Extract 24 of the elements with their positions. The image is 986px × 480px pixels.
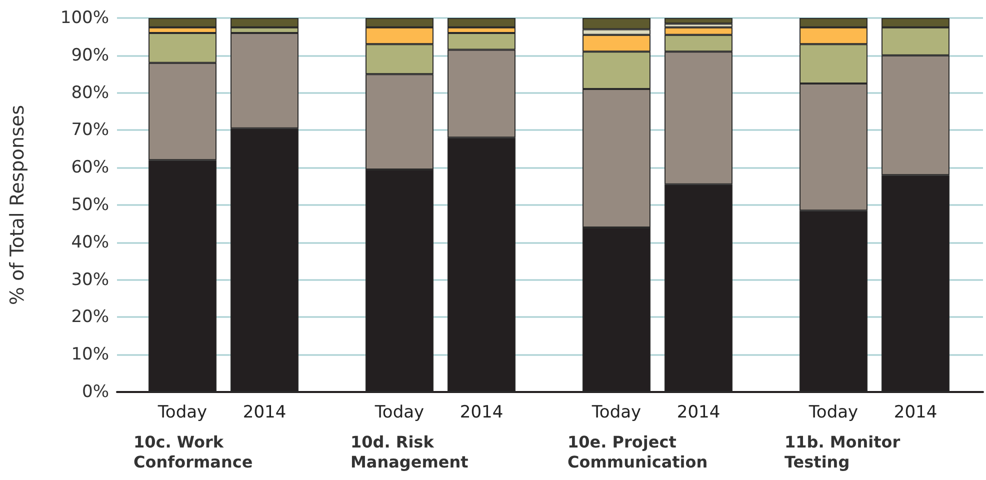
x-tick-label: Today — [156, 402, 208, 422]
y-tick-label: 80% — [71, 82, 109, 103]
y-tick-label: 90% — [71, 45, 109, 66]
x-tick-label: 2014 — [676, 402, 720, 422]
y-tick-label: 60% — [71, 158, 109, 178]
x-tick-label: Today — [808, 402, 858, 422]
text: 10e. Project Communication — [568, 432, 708, 472]
y-tick-label: 30% — [71, 270, 109, 290]
x-tick-label: 2014 — [242, 402, 286, 422]
text: 10d. Risk Management — [350, 432, 469, 472]
y-tick-label: 70% — [71, 120, 109, 140]
y-axis-title: % of Total Responses — [6, 104, 28, 306]
text: 11b. Monitor Testing — [784, 432, 906, 472]
y-tick-label: 20% — [71, 307, 109, 328]
x-tick-label: Today — [590, 402, 642, 422]
y-tick-label: 100% — [60, 8, 109, 28]
y-tick-label: 10% — [71, 344, 109, 365]
x-tick-label: 2014 — [894, 402, 938, 422]
y-tick-label: 50% — [71, 195, 109, 215]
y-tick-label: 40% — [71, 232, 109, 252]
x-tick-label: Today — [374, 402, 424, 422]
x-tick-label: 2014 — [460, 402, 504, 422]
text: 10c. Work Conformance — [134, 432, 253, 472]
y-tick-label: 0% — [82, 382, 109, 402]
